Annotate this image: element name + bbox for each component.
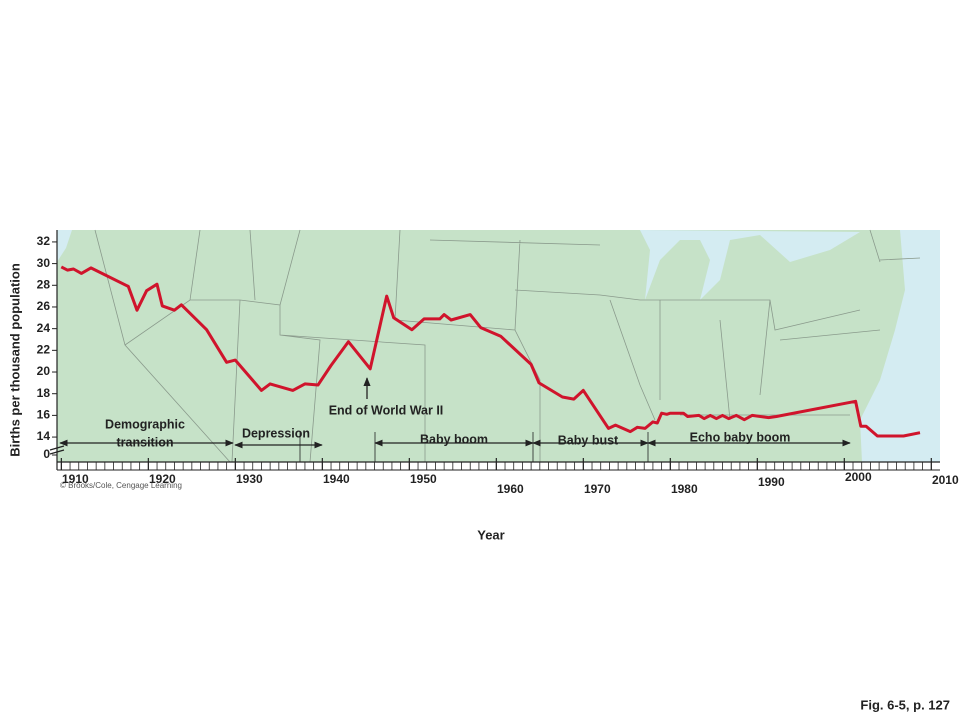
y-tick-label: 16 bbox=[37, 408, 51, 422]
x-axis-title: Year bbox=[477, 527, 504, 542]
figure-caption: Fig. 6-5, p. 127 bbox=[860, 697, 950, 712]
x-tick-label: 1920 bbox=[149, 472, 176, 486]
x-tick-label: 1930 bbox=[236, 472, 263, 486]
y-tick-label: 20 bbox=[37, 364, 51, 378]
annotation: Demographic bbox=[105, 417, 185, 431]
y-tick-label: 30 bbox=[37, 256, 51, 270]
x-tick-label: 1970 bbox=[584, 482, 611, 496]
annotation: transition bbox=[117, 435, 174, 449]
copyright: © Brooks/Cole, Cengage Learning bbox=[60, 481, 182, 490]
x-tick-label: 1960 bbox=[497, 482, 524, 496]
x-tick-label: 1910 bbox=[62, 472, 89, 486]
annotation: Echo baby boom bbox=[690, 430, 791, 444]
y-tick-label: 28 bbox=[37, 277, 51, 291]
map-background bbox=[57, 229, 940, 463]
y-tick-label: 32 bbox=[37, 234, 51, 248]
annotation: End of World War II bbox=[329, 403, 444, 417]
x-tick-label: 2010 bbox=[932, 473, 959, 487]
x-tick-label: 1950 bbox=[410, 472, 437, 486]
x-tick-label: 1940 bbox=[323, 472, 350, 486]
y-tick-label: 18 bbox=[37, 386, 51, 400]
x-tick-label: 1990 bbox=[758, 475, 785, 489]
y-tick-label: 22 bbox=[37, 343, 51, 357]
y-tick-label: 26 bbox=[37, 299, 51, 313]
x-tick-label: 1980 bbox=[671, 482, 698, 496]
annotation: Baby bust bbox=[558, 433, 619, 447]
annotation: Depression bbox=[242, 426, 310, 440]
y-tick-label: 24 bbox=[37, 321, 51, 335]
x-tick-label: 2000 bbox=[845, 470, 872, 484]
y-axis-title: Births per thousand population bbox=[7, 263, 22, 457]
y-tick-label: 0 bbox=[43, 447, 50, 461]
y-tick-label: 14 bbox=[37, 429, 51, 443]
annotation: Baby boom bbox=[420, 432, 488, 446]
axis-break bbox=[49, 445, 65, 455]
data-line bbox=[60, 265, 921, 438]
